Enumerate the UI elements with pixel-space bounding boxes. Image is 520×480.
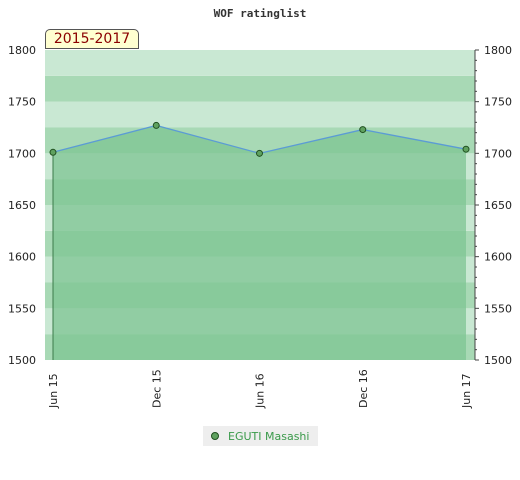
y-tick-label-left: 1750 [8,96,36,109]
y-tick-label-right: 1500 [484,354,512,367]
y-tick-label-left: 1700 [8,147,36,160]
y-tick-label-right: 1700 [484,147,512,160]
y-tick-label-left: 1800 [8,44,36,57]
series-points [49,121,470,157]
series-area [53,125,466,360]
y-tick-label-right: 1550 [484,302,512,315]
y-axis-left: 1500 1550 1600 1650 1700 1750 1800 [8,44,36,367]
y-tick-label-right: 1750 [484,96,512,109]
y-tick-label-left: 1500 [8,354,36,367]
y-tick-label-right: 1650 [484,199,512,212]
data-point [256,149,263,157]
y-tick-label-left: 1650 [8,199,36,212]
y-tick-label-left: 1600 [8,251,36,264]
y-tick-label-right: 1800 [484,44,512,57]
y-tick-label-left: 1550 [8,302,36,315]
data-point [462,145,470,153]
data-point [152,121,160,129]
legend-label: EGUTI Masashi [228,429,310,443]
x-tick-label: Dec 15 [150,369,163,408]
x-tick-label: Jun 15 [47,373,60,409]
x-tick-label: Jun 17 [460,373,473,409]
chart-title: WOF ratinglist [214,7,307,20]
data-point [359,126,367,134]
y-axis-right: 1500 1550 1600 1650 1700 1750 1800 [474,44,512,367]
x-tick-label: Dec 16 [357,369,370,408]
legend[interactable]: EGUTI Masashi [203,426,318,446]
data-point [49,148,57,156]
bg-band [45,50,475,76]
y-tick-label-right: 1600 [484,251,512,264]
legend-marker [211,432,219,440]
x-tick-label: Jun 16 [254,373,267,409]
series-areas [52,125,466,360]
x-axis: Jun 15 Dec 15 Jun 16 Dec 16 Jun 17 [47,369,473,409]
bg-band [45,101,475,128]
bg-band [45,75,475,102]
period-label: 2015-2017 [45,29,139,49]
